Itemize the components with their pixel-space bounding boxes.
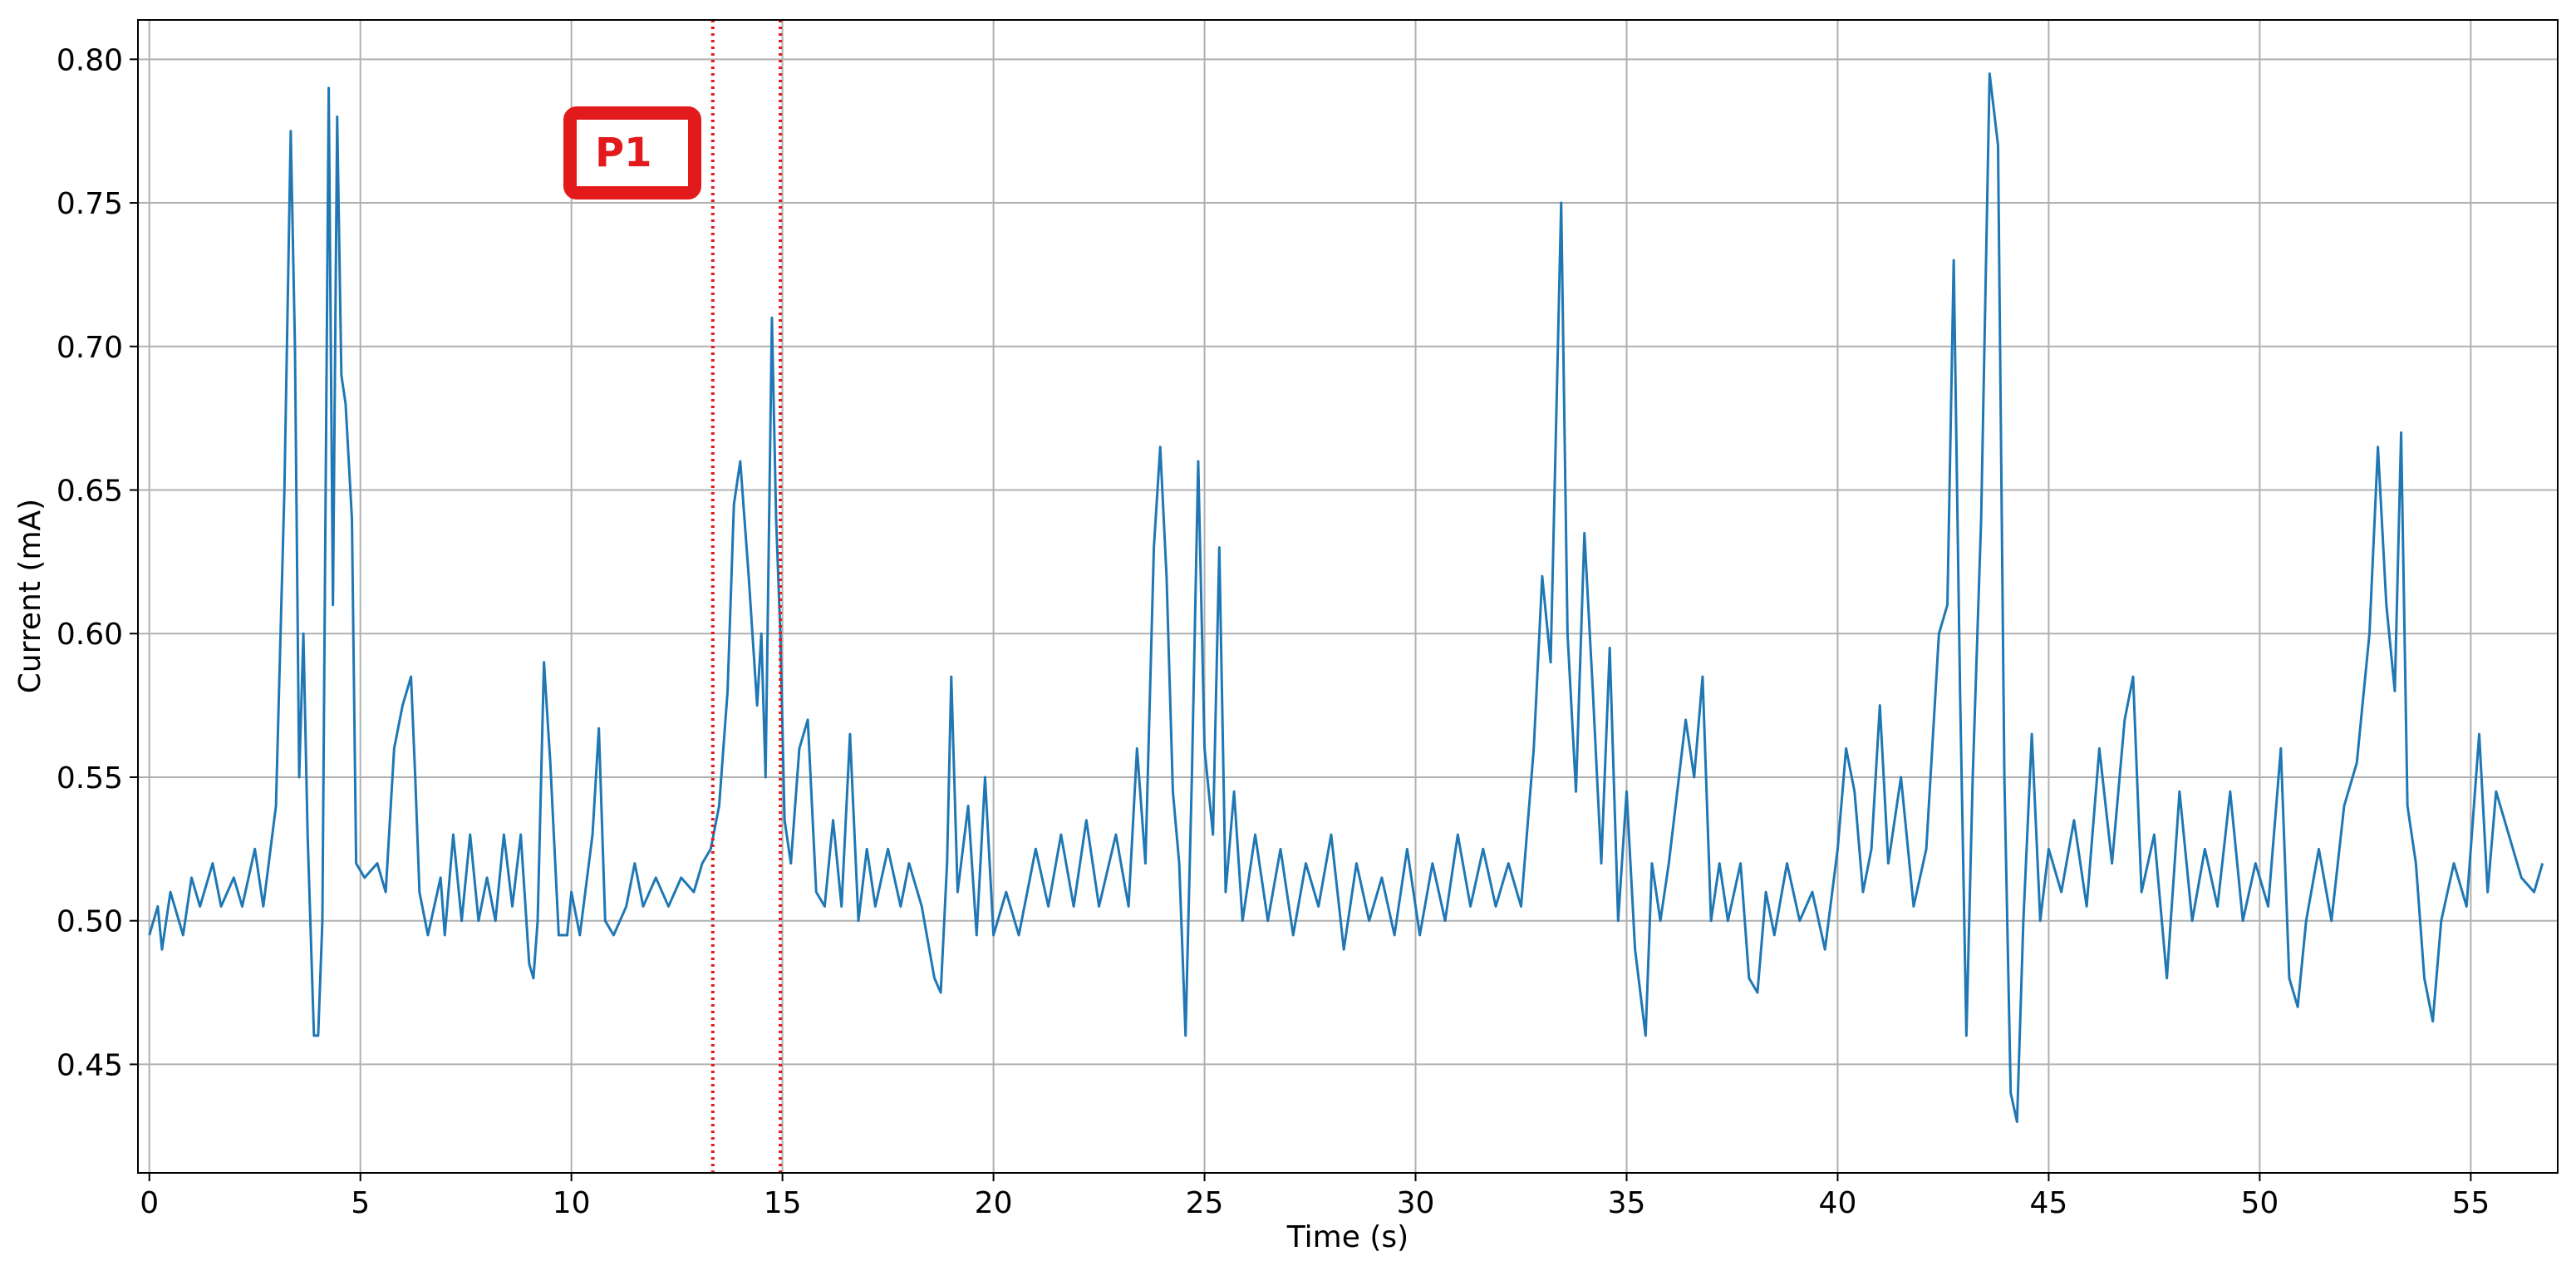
x-tick-label: 45 (2030, 1186, 2068, 1220)
data-line (148, 72, 2544, 1124)
y-tick-label: 0.80 (57, 43, 123, 77)
y-tick-label: 0.50 (57, 905, 123, 939)
x-tick-label: 5 (351, 1186, 370, 1220)
x-tick-label: 30 (1397, 1186, 1435, 1220)
y-tick-label: 0.60 (57, 618, 123, 652)
x-tick-label: 15 (764, 1186, 802, 1220)
axes-frame (137, 19, 2559, 1174)
ticks: 0 5 10 15 20 25 30 35 40 45 50 55 0.45 0.50 0.55 0.60 0.… (57, 43, 2490, 1220)
annotation-box (563, 106, 701, 199)
x-tick-label: 0 (140, 1186, 159, 1220)
plot-area (148, 20, 2544, 1173)
x-tick-label: 20 (975, 1186, 1013, 1220)
y-tick-label: 0.55 (57, 761, 123, 796)
y-axis-label: Current (mA) (13, 499, 47, 693)
x-tick-label: 35 (1608, 1186, 1646, 1220)
y-tick-label: 0.45 (57, 1048, 123, 1082)
x-tick-label: 25 (1186, 1186, 1224, 1220)
annotation: P1 (595, 130, 652, 176)
y-tick-label: 0.65 (57, 475, 123, 509)
x-tick-label: 40 (1819, 1186, 1857, 1220)
x-tick-label: 55 (2451, 1186, 2490, 1220)
x-tick-label: 50 (2240, 1186, 2279, 1220)
y-tick-label: 0.75 (57, 187, 123, 221)
x-axis-label: Time (s) (1286, 1220, 1408, 1254)
x-tick-label: 10 (553, 1186, 591, 1220)
y-tick-label: 0.70 (57, 331, 123, 365)
